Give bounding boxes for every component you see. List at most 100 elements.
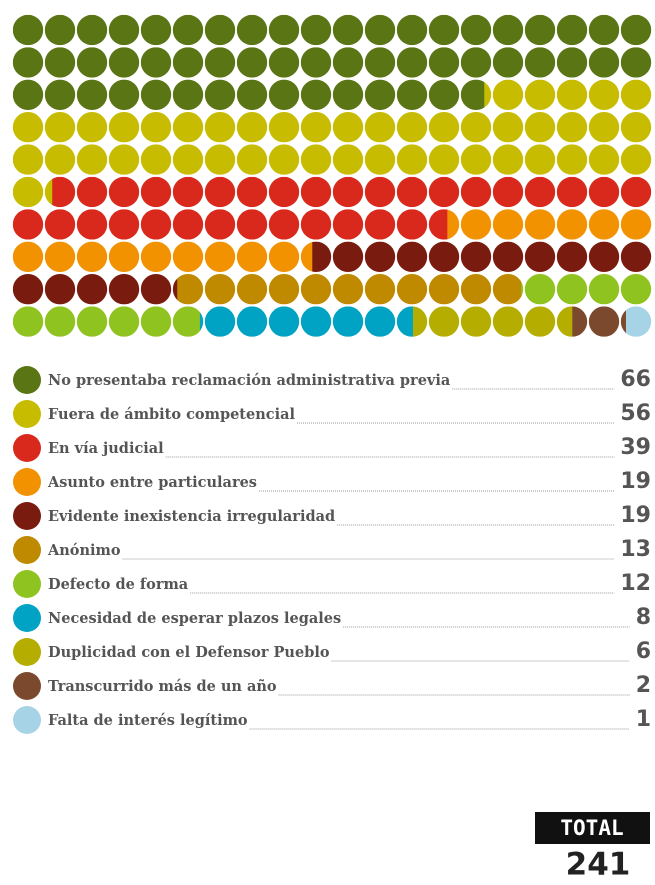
dot-segment: [172, 274, 178, 305]
dot: [108, 144, 140, 175]
dot: [588, 144, 620, 175]
dot-segment: [364, 241, 396, 272]
total-label: TOTAL: [560, 816, 623, 840]
dot: [428, 306, 460, 337]
dot: [556, 47, 588, 78]
dot-segment: [236, 176, 268, 208]
dot: [492, 209, 524, 240]
legend-value: 2: [636, 673, 651, 698]
dot-segment: [364, 47, 396, 78]
dot: [460, 79, 492, 110]
legend-label: Evidente inexistencia irregularidad: [48, 508, 335, 525]
dot: [588, 274, 620, 305]
dot: [12, 176, 44, 208]
dot: [300, 14, 332, 46]
dot-segment: [76, 176, 108, 208]
dot: [620, 209, 652, 240]
dot: [396, 47, 428, 78]
dot: [588, 14, 620, 46]
dot-segment: [236, 47, 268, 78]
dot: [12, 79, 44, 110]
dot: [268, 274, 300, 305]
dot: [364, 241, 396, 272]
dot-segment: [76, 306, 108, 337]
dot: [428, 274, 460, 305]
dot: [44, 144, 76, 175]
dot: [556, 112, 588, 143]
dot: [108, 306, 140, 337]
dot: [140, 47, 172, 78]
dot-segment: [572, 306, 588, 337]
dot-segment: [396, 144, 428, 175]
dot: [364, 209, 396, 240]
dot-segment: [332, 14, 364, 46]
dot-segment: [172, 241, 204, 272]
dot-segment: [108, 14, 140, 46]
dot: [236, 112, 268, 143]
dot: [12, 14, 44, 46]
dot-segment: [236, 209, 268, 240]
legend-swatch: [13, 502, 41, 530]
dot-segment: [108, 274, 140, 305]
dot-segment: [172, 144, 204, 175]
dot-segment: [44, 274, 76, 305]
dot-segment: [44, 144, 76, 175]
legend-label: Asunto entre particulares: [47, 474, 257, 491]
dot: [108, 209, 140, 240]
dot-segment: [44, 79, 76, 110]
dot: [588, 112, 620, 143]
dot: [492, 176, 524, 208]
dot: [460, 14, 492, 46]
total-box: [535, 812, 650, 844]
dot: [620, 79, 652, 110]
dot-segment: [460, 274, 492, 305]
dot-segment: [108, 176, 140, 208]
dot: [460, 209, 492, 240]
dot: [236, 241, 268, 272]
dot: [140, 274, 172, 305]
dot-segment: [588, 306, 620, 337]
dot-segment: [108, 79, 140, 110]
dot: [332, 112, 364, 143]
dot-segment: [556, 47, 588, 78]
dot-segment: [44, 47, 76, 78]
dot-segment: [268, 176, 300, 208]
dot-segment: [76, 112, 108, 143]
dot-segment: [396, 176, 428, 208]
dot: [492, 14, 524, 46]
dot-segment: [199, 306, 204, 337]
dot: [332, 274, 364, 305]
dot: [76, 176, 108, 208]
dot: [460, 144, 492, 175]
dot-segment: [492, 79, 524, 110]
dot-segment: [492, 176, 524, 208]
dot: [268, 306, 300, 337]
dot: [364, 79, 396, 110]
dot: [268, 176, 300, 208]
dot: [76, 112, 108, 143]
dot-segment: [620, 306, 627, 337]
dot: [44, 79, 76, 110]
dot: [204, 274, 236, 305]
dot-segment: [364, 274, 396, 305]
legend-swatch: [13, 638, 41, 666]
dot: [364, 306, 396, 337]
legend-label: Duplicidad con el Defensor Pueblo: [48, 644, 330, 661]
dot-segment: [588, 79, 620, 110]
dot-segment: [172, 176, 204, 208]
dot-segment: [460, 14, 492, 46]
dot-segment: [140, 79, 172, 110]
dot-segment: [12, 241, 44, 272]
dot-segment: [140, 306, 172, 337]
dot: [140, 176, 172, 208]
dot-segment: [620, 241, 652, 272]
dot-segment: [460, 47, 492, 78]
dot-segment: [204, 209, 236, 240]
dot-segment: [428, 241, 460, 272]
dot-segment: [236, 112, 268, 143]
dot-segment: [268, 47, 300, 78]
legend-value: 1: [636, 707, 651, 732]
dot-segment: [172, 14, 204, 46]
dot: [364, 112, 396, 143]
dot: [588, 209, 620, 240]
